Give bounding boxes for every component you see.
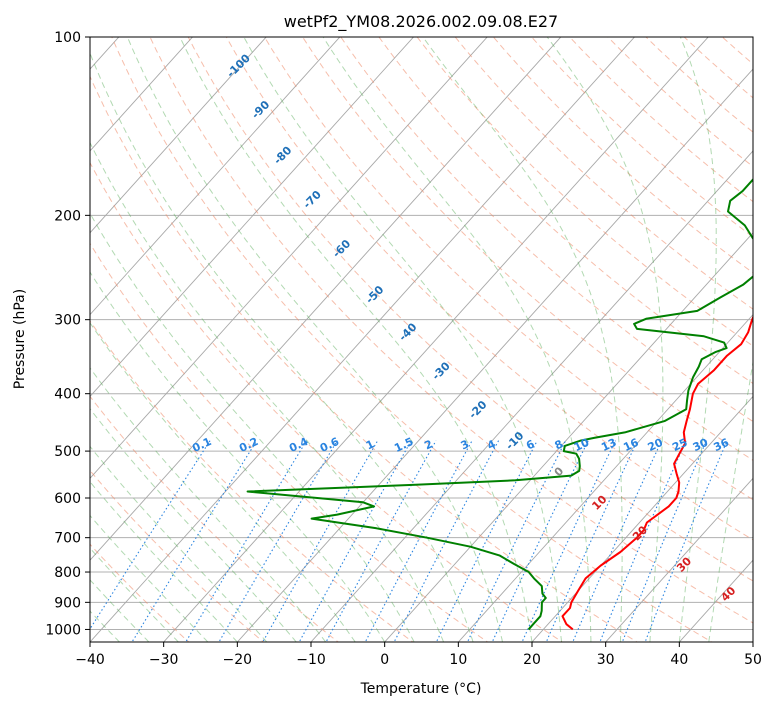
- moist-adiabat-line: [90, 407, 297, 642]
- dry-adiabat-line: [90, 320, 414, 642]
- moist-adiabat-line: [546, 37, 664, 642]
- moist-adiabat-line: [90, 367, 327, 642]
- moist-adiabat-line: [678, 37, 717, 642]
- y-tick-label: 300: [54, 313, 81, 329]
- dry-adiabat-line: [225, 37, 753, 541]
- y-tick-label: 700: [54, 531, 81, 547]
- sounding-profiles: [246, 178, 753, 631]
- plot-background: [90, 37, 753, 642]
- dry-adiabat-line: [90, 242, 489, 642]
- y-tick-label: 1000: [45, 622, 81, 638]
- x-axis-label: Temperature (°C): [360, 681, 482, 697]
- y-tick-label: 200: [54, 208, 81, 224]
- moist-adiabat-line: [90, 51, 474, 642]
- x-tick-label: −40: [75, 652, 105, 668]
- mixing-ratio-line: [185, 440, 308, 642]
- isotherm-line: [90, 37, 636, 642]
- dry-adiabat-line: [90, 75, 638, 642]
- y-tick-label: 900: [54, 595, 81, 611]
- dry-adiabat-line: [454, 37, 753, 310]
- moist-adiabat-line: [422, 37, 623, 642]
- mixing-ratio-line: [325, 440, 437, 642]
- isotherm-line: [90, 37, 562, 561]
- x-tick-label: −20: [223, 652, 253, 668]
- temperature-profile-line: [561, 314, 753, 631]
- moist-adiabat-line: [708, 359, 753, 642]
- isotherm-line: [90, 37, 267, 234]
- mixing-ratio-label: 13: [599, 436, 618, 454]
- y-axis: 100 200 300 400 500 600 700 800 900 1000: [45, 30, 90, 638]
- dry-adiabat-line: [187, 37, 753, 582]
- isotherm-line: [236, 68, 753, 642]
- x-tick-label: −10: [296, 652, 326, 668]
- moist-adiabat-line: [179, 37, 533, 642]
- moist-adiabat-line: [90, 322, 356, 642]
- mixing-ratio-label: 16: [621, 436, 641, 454]
- mixing-ratio-label: 25: [670, 436, 689, 454]
- x-tick-label: 30: [597, 652, 615, 668]
- moist-adiabat-line: [322, 37, 592, 642]
- isotherm-line: [310, 150, 753, 642]
- moist-adiabat-line: [90, 271, 386, 642]
- dry-adiabat-line: [90, 469, 265, 642]
- isotherm-line: [605, 477, 753, 642]
- moist-adiabat-line: [126, 37, 503, 642]
- x-tick-label: 10: [449, 652, 467, 668]
- dry-adiabat-line: [90, 543, 190, 642]
- moist-adiabat-line: [243, 37, 562, 642]
- x-axis: −40 −30 −20 −10 0 10 20 30 40 50: [75, 642, 762, 668]
- y-tick-label: 500: [54, 444, 81, 460]
- mixing-ratio-line: [491, 440, 589, 642]
- dewpoint-profile-line: [246, 178, 753, 631]
- mixing-ratio-line: [131, 440, 258, 642]
- isotherm-line: [163, 37, 709, 642]
- mixing-ratio-line: [599, 440, 687, 642]
- mixing-ratio-label: 20: [646, 436, 666, 454]
- dry-adiabat-lines: [90, 37, 753, 642]
- mixing-ratio-line: [90, 440, 211, 630]
- mixing-ratio-line: [621, 440, 708, 642]
- mixing-ratio-label: 10: [572, 436, 592, 454]
- mixing-ratio-line: [298, 440, 412, 642]
- mixing-ratio-line: [644, 440, 728, 642]
- dry-adiabat-line: [149, 37, 753, 624]
- moist-adiabat-line: [90, 445, 268, 642]
- y-axis-label: Pressure (hPa): [12, 289, 28, 389]
- isotherm-line: [90, 37, 488, 480]
- x-tick-label: 50: [744, 652, 762, 668]
- isotherm-line: [90, 37, 194, 152]
- mixing-ratio-line: [364, 440, 473, 642]
- isotherm-line: [457, 313, 753, 642]
- y-tick-label: 100: [54, 30, 81, 46]
- plot-frame: [89, 36, 754, 643]
- y-tick-label: 600: [54, 491, 81, 507]
- y-tick-label: 800: [54, 565, 81, 581]
- isotherm-line: [531, 395, 753, 642]
- dry-adiabat-line: [263, 37, 753, 501]
- isotherm-line: [90, 37, 341, 316]
- x-tick-label: 0: [380, 652, 389, 668]
- x-tick-label: −30: [149, 652, 179, 668]
- isotherm-line: [0, 10, 70, 654]
- x-tick-label: 20: [523, 652, 541, 668]
- dry-adiabat-line: [90, 395, 340, 642]
- moist-adiabat-line: [90, 212, 415, 642]
- y-tick-label: 400: [54, 387, 81, 403]
- mixing-ratio-line: [218, 440, 338, 642]
- moist-adiabat-lines: [90, 37, 753, 642]
- mixing-ratio-line: [521, 440, 616, 642]
- chart-title: wetPf2_YM08.2026.002.09.08.E27: [284, 12, 558, 32]
- mixing-ratio-line: [393, 440, 500, 642]
- mixing-ratio-label: 30: [691, 436, 711, 454]
- isotherm-line: [90, 37, 415, 398]
- moist-adiabat-line: [90, 481, 238, 642]
- mixing-ratio-label: 36: [712, 436, 732, 454]
- dry-adiabat-line: [90, 161, 564, 642]
- dry-adiabat-line: [416, 37, 753, 347]
- dry-adiabat-line: [111, 37, 713, 642]
- x-tick-label: 40: [670, 652, 688, 668]
